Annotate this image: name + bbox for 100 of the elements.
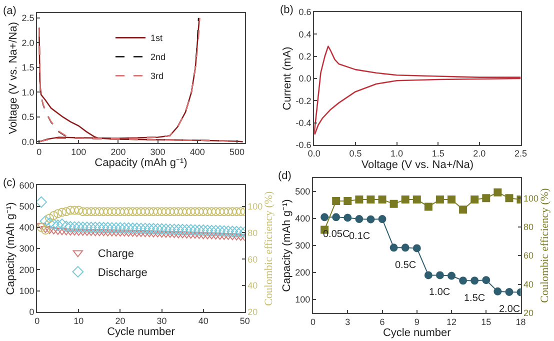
y-tick-label: 500 [19,201,34,212]
y2-tick-label: 40 [524,279,534,290]
point [174,207,183,216]
y2-tick-label: 20 [248,307,258,318]
point [136,207,146,216]
point [161,207,170,216]
y-tick-label: -0.4 [296,118,312,128]
annotation: 1.5C [464,293,486,304]
chart-title: (b) [280,4,294,16]
y-tick-label: 0.0 [22,136,34,147]
x-tick-label: 1.0 [390,148,404,159]
legend-label: 3rd [150,71,164,82]
point [412,196,421,204]
point [366,196,375,204]
point [107,207,116,216]
legend-label: Charge [98,248,134,260]
point [62,207,71,216]
point [94,207,104,216]
x-tick-label: 40 [198,316,208,326]
point [45,214,54,223]
x-tick-label: 15 [481,316,492,327]
x-axis-title: Cycle number [107,326,176,338]
y2-tick-label: 80 [524,222,534,232]
point [178,207,188,216]
x-tick-label: 300 [150,147,166,158]
point [424,202,432,211]
y2-tick-label: 60 [524,250,534,261]
point [112,207,121,216]
point [66,206,75,215]
x-tick-label: 400 [190,147,205,158]
legend-label: 1st [150,33,163,44]
y-axis-title: Current (mA) [281,46,294,110]
point [82,207,92,216]
legend-label: 2nd [150,52,166,62]
y-tick-label: 600 [19,180,34,190]
point [494,188,502,196]
point [344,196,352,205]
point [90,207,100,216]
y-tick-label: 0 [29,307,34,318]
x-tick-label: 2.5 [514,148,528,159]
line-series [314,46,521,134]
x-tick-label: 200 [110,147,126,158]
point [99,207,108,216]
point [448,196,456,204]
y2-tick-label: 20 [524,308,534,318]
point [124,207,134,216]
point [49,211,58,220]
point [459,206,468,214]
point [424,271,432,280]
point [436,196,444,204]
point [128,207,138,216]
point [470,196,479,204]
point [332,196,340,205]
y2-tick-label: 40 [248,280,258,291]
point [58,208,67,217]
y-tick-label: 2.5 [22,13,34,24]
point [355,215,364,224]
y-tick-label: 0.2 [298,51,312,62]
point [320,213,329,222]
x-tick-label: 18 [516,316,526,327]
x-tick-label: 3 [345,316,350,327]
point [74,206,84,215]
point [198,207,208,216]
x-axis-title: Voltage (V vs. Na+/Na) [361,158,474,171]
annotation: 2.0C [499,304,520,315]
point [207,207,216,216]
y2-tick-label: 60 [248,254,258,264]
point [412,244,421,252]
x-tick-label: 1.5 [432,148,444,159]
point [505,288,514,296]
point [232,207,242,216]
y-tick-label: 1.0 [22,87,34,98]
point [401,196,410,204]
x-tick-label: 20 [115,316,126,326]
x-tick-label: 6 [380,316,385,327]
chart-title: (a) [3,5,16,17]
annotation: 0.5C [395,260,416,271]
point [186,207,196,216]
annotation: 0.05C [323,229,350,240]
x-axis-title: Cycle number [382,327,452,340]
x-tick-label: 0 [36,147,42,158]
point [401,244,410,252]
x-tick-label: 50 [240,316,250,326]
y-tick-label: 500 [295,186,310,197]
point [202,207,212,216]
chart-title: (d) [278,170,292,182]
chart-title: (c) [3,177,16,189]
x-tick-label: 500 [229,147,244,158]
point [236,207,245,216]
point [166,207,175,216]
point [140,207,150,216]
point [220,207,229,216]
point [390,200,398,208]
point [157,207,166,216]
y-tick-label: 0.5 [22,112,34,122]
y-tick-label: 100 [19,286,34,296]
x-tick-label: 100 [71,147,86,158]
y2-axis-title: Coulombic efficiency (%) [538,188,551,303]
point [70,206,80,215]
x-tick-label: 0.0 [308,148,320,159]
